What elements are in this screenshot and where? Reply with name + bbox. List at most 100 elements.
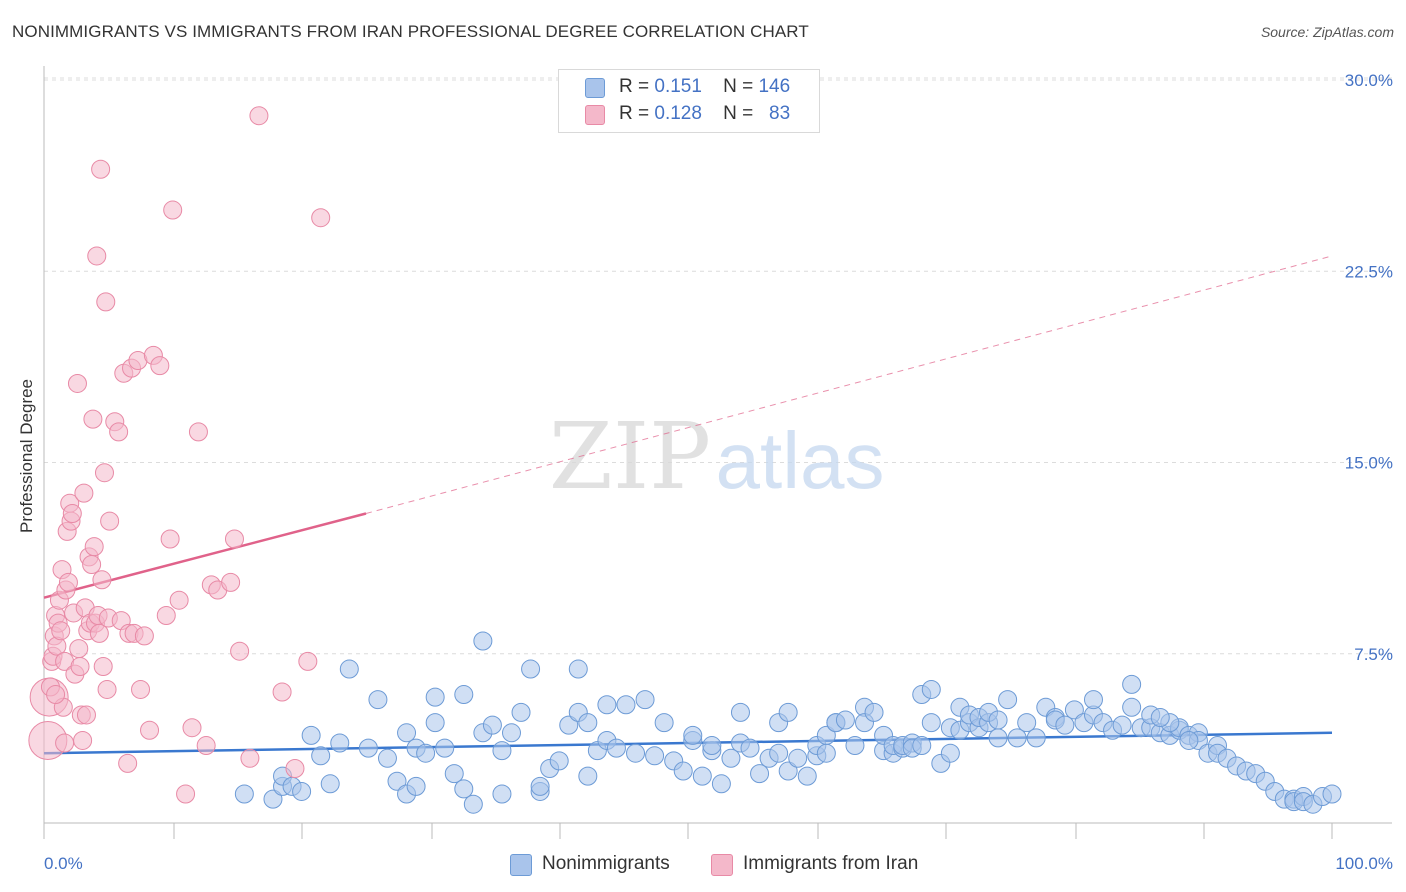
point-iran [96, 292, 116, 312]
legend-swatch-iran [711, 854, 733, 876]
point-nonimmigrants [673, 761, 693, 781]
point-iran [91, 159, 111, 179]
point-iran [70, 657, 90, 676]
point-nonimmigrants [1179, 730, 1199, 750]
point-nonimmigrants [521, 659, 541, 679]
point-nonimmigrants [597, 695, 617, 715]
point-nonimmigrants [702, 736, 722, 756]
point-iran [76, 705, 96, 725]
point-nonimmigrants [616, 695, 636, 715]
point-iran [51, 621, 71, 641]
point-nonimmigrants [454, 779, 474, 799]
y-tick-label: 7.5% [1354, 645, 1393, 664]
point-iran [94, 463, 114, 483]
point-iran [182, 718, 202, 738]
point-nonimmigrants [711, 774, 731, 794]
point-nonimmigrants [1122, 674, 1142, 694]
point-iran [74, 483, 94, 503]
series-iran [28, 106, 331, 804]
point-nonimmigrants [568, 659, 588, 679]
legend-swatch-iran [585, 105, 605, 125]
r-value: 0.151 [654, 76, 702, 97]
point-nonimmigrants [1083, 690, 1103, 710]
n-label: N = [723, 103, 754, 124]
point-iran [221, 572, 241, 592]
point-iran [163, 200, 183, 220]
r-label: R = [619, 76, 650, 97]
stats-text-nonimmigrants: R = 0.151 N = 146 [619, 76, 790, 98]
point-nonimmigrants [730, 702, 750, 722]
point-nonimmigrants [330, 733, 350, 753]
point-nonimmigrants [645, 746, 665, 766]
n-value: 146 [758, 76, 791, 97]
point-iran [69, 639, 89, 659]
point-nonimmigrants [234, 784, 254, 804]
r-label: R = [619, 103, 650, 124]
point-iran [87, 246, 107, 266]
x-tick-label: 0.0% [44, 854, 83, 873]
point-nonimmigrants [864, 702, 884, 722]
point-iran [46, 685, 66, 705]
point-nonimmigrants [635, 690, 655, 710]
point-iran [176, 784, 196, 804]
point-nonimmigrants [530, 776, 550, 796]
point-nonimmigrants [549, 751, 569, 771]
point-nonimmigrants [387, 771, 407, 791]
point-iran [224, 529, 244, 549]
point-nonimmigrants [988, 728, 1008, 748]
point-iran [97, 679, 117, 699]
point-nonimmigrants [463, 794, 483, 814]
point-iran [84, 537, 104, 557]
point-iran [285, 759, 305, 778]
point-nonimmigrants [501, 723, 521, 743]
point-nonimmigrants [1017, 713, 1037, 733]
point-nonimmigrants [750, 764, 770, 784]
point-nonimmigrants [492, 741, 512, 761]
point-nonimmigrants [788, 748, 808, 768]
point-iran [100, 511, 120, 531]
point-nonimmigrants [435, 738, 455, 758]
point-nonimmigrants [1055, 715, 1075, 735]
point-nonimmigrants [425, 687, 445, 707]
watermark-zip: ZIP [549, 403, 711, 510]
point-iran [118, 753, 138, 773]
point-nonimmigrants [940, 743, 960, 763]
point-nonimmigrants [1026, 728, 1046, 748]
y-tick-label: 15.0% [1345, 454, 1393, 473]
point-nonimmigrants [921, 679, 941, 699]
point-nonimmigrants [835, 710, 855, 730]
point-iran [196, 736, 216, 756]
point-nonimmigrants [397, 723, 417, 743]
point-nonimmigrants [1064, 700, 1084, 720]
point-iran [272, 682, 292, 702]
tick-labels: 7.5% 15.0% 22.5% 30.0% 0.0% 100.0% [44, 71, 1393, 873]
point-nonimmigrants [368, 690, 388, 710]
point-iran [188, 422, 208, 442]
point-nonimmigrants [778, 702, 798, 722]
point-nonimmigrants [482, 715, 502, 735]
point-nonimmigrants [1007, 728, 1027, 748]
point-iran [131, 679, 151, 699]
n-value: 83 [769, 103, 791, 124]
point-nonimmigrants [740, 738, 760, 758]
point-nonimmigrants [263, 789, 283, 809]
point-nonimmigrants [998, 690, 1018, 710]
point-iran [89, 623, 109, 643]
x-tick-label: 100.0% [1335, 854, 1393, 873]
legend-swatch-nonimmigrants [510, 854, 532, 876]
point-nonimmigrants [416, 743, 436, 763]
watermark-atlas: atlas [716, 416, 885, 505]
point-iran [62, 504, 82, 523]
point-nonimmigrants [454, 685, 474, 705]
point-iran [249, 106, 269, 126]
grid-lines [44, 77, 1392, 655]
point-nonimmigrants [358, 738, 378, 758]
trend-line-iran-extension [365, 255, 1333, 514]
point-iran [83, 409, 103, 429]
point-nonimmigrants [292, 781, 312, 801]
r-value: 0.128 [654, 103, 702, 124]
legend-swatch-nonimmigrants [585, 78, 605, 98]
point-iran [311, 208, 331, 228]
point-iran [82, 555, 102, 574]
